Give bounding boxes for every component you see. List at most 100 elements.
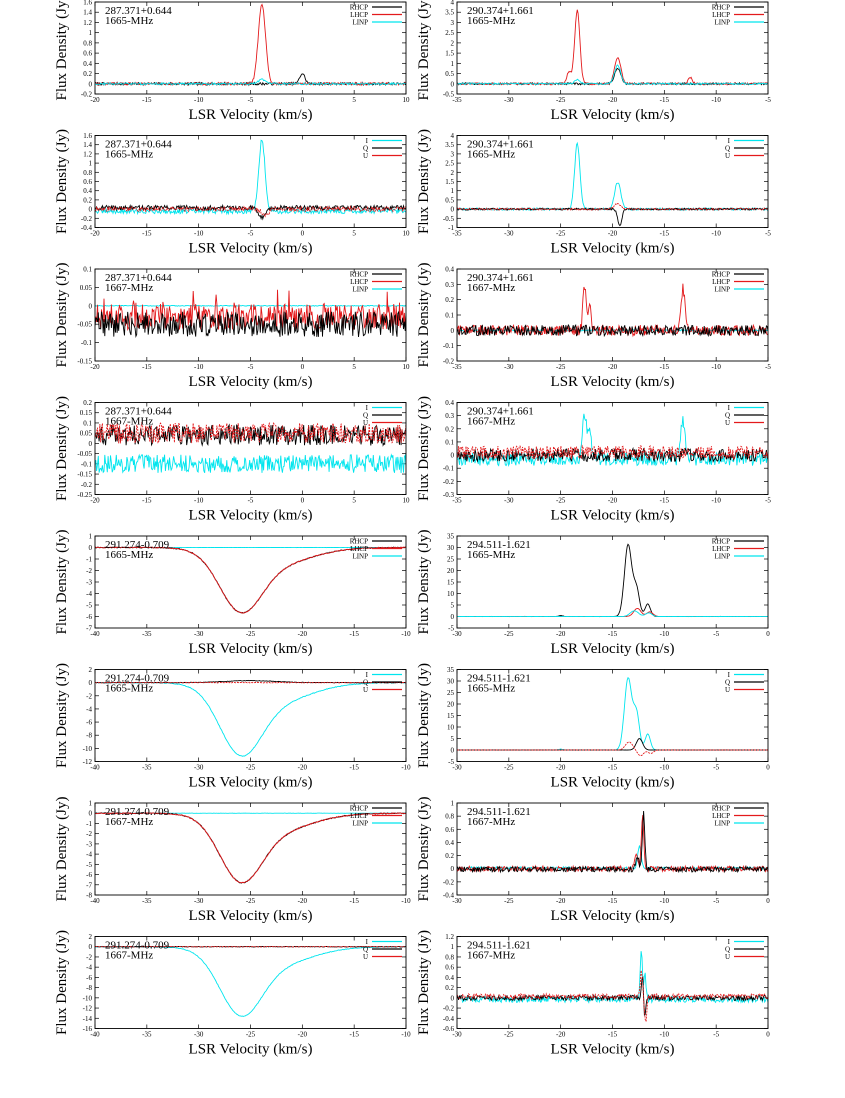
x-tick-label: 0 (766, 764, 770, 772)
legend-label: LINP (352, 286, 368, 294)
x-axis-label: LSR Velocity (km/s) (551, 641, 675, 657)
y-tick-label: 0.8 (83, 169, 92, 177)
legend-label: U (725, 686, 730, 694)
spectrum-panel: Flux Density (Jy)LSR Velocity (km/s)-35-… (416, 396, 771, 524)
x-tick-label: -5 (248, 497, 254, 505)
x-tick-label: -25 (556, 363, 566, 371)
y-tick-label: 2.5 (445, 160, 454, 168)
y-tick-label: 0.6 (445, 964, 454, 972)
x-axis-label: LSR Velocity (km/s) (189, 908, 313, 924)
x-tick-label: -25 (504, 630, 514, 638)
y-tick-label: -5 (448, 758, 454, 766)
y-tick-label: -7 (86, 625, 92, 633)
y-tick-label: 0.2 (445, 852, 454, 860)
x-tick-label: -30 (194, 630, 204, 638)
x-tick-label: -20 (608, 497, 618, 505)
x-tick-label: -10 (401, 630, 411, 638)
frequency-label: 1667-MHz (105, 282, 153, 294)
spectrum-panel: Flux Density (Jy)LSR Velocity (km/s)-40-… (54, 529, 411, 657)
y-tick-label: 1 (89, 160, 93, 168)
x-axis-label: LSR Velocity (km/s) (551, 107, 675, 123)
legend-label: U (363, 419, 368, 427)
y-tick-label: 0 (89, 302, 93, 310)
trace-group (457, 951, 768, 1021)
y-tick-label: -1 (86, 556, 92, 564)
y-tick-label: 0.2 (83, 399, 92, 407)
y-axis-label: Flux Density (Jy) (54, 930, 70, 1035)
spectrum-panel: Flux Density (Jy)LSR Velocity (km/s)-35-… (416, 129, 771, 257)
y-tick-label: -6 (86, 719, 92, 727)
y-tick-label: -0.4 (81, 224, 93, 232)
spectrum-panel: Flux Density (Jy)LSR Velocity (km/s)-20-… (54, 262, 410, 390)
y-tick-label: 1 (89, 800, 93, 808)
y-tick-label: 1.4 (83, 141, 92, 149)
y-tick-label: 0 (89, 943, 93, 951)
spectrum-panel: Flux Density (Jy)LSR Velocity (km/s)-30-… (416, 930, 770, 1058)
y-tick-label: -0.2 (443, 478, 455, 486)
y-tick-label: 25 (447, 689, 455, 697)
y-tick-label: 0.5 (445, 70, 454, 78)
y-tick-label: 30 (447, 678, 455, 686)
spectrum-panel: Flux Density (Jy)LSR Velocity (km/s)-30-… (416, 796, 770, 924)
y-tick-label: 1 (89, 29, 93, 37)
y-tick-label: -0.25 (77, 491, 92, 499)
y-tick-label: 0.4 (445, 266, 454, 274)
y-tick-label: 0.4 (445, 399, 454, 407)
spectrum-panel: Flux Density (Jy)LSR Velocity (km/s)-40-… (54, 663, 411, 791)
frequency-label: 1667-MHz (105, 816, 153, 828)
spectrum-panel: Flux Density (Jy)LSR Velocity (km/s)-40-… (54, 930, 411, 1058)
x-tick-label: 5 (352, 230, 356, 238)
x-tick-label: -20 (298, 1031, 308, 1039)
x-tick-label: -20 (608, 96, 618, 104)
y-tick-label: -1 (448, 224, 454, 232)
spectrum-panel: Flux Density (Jy)LSR Velocity (km/s)-40-… (54, 796, 411, 924)
y-tick-label: -10 (83, 745, 93, 753)
spectrum-panel: Flux Density (Jy)LSR Velocity (km/s)-30-… (416, 529, 770, 657)
y-tick-label: -0.2 (81, 481, 93, 489)
x-tick-label: 10 (403, 497, 411, 505)
x-tick-label: -15 (608, 764, 618, 772)
y-tick-label: 0 (451, 994, 455, 1002)
trace-group (95, 423, 406, 473)
x-tick-label: -15 (142, 96, 152, 104)
y-tick-label: 0.1 (83, 266, 92, 274)
y-axis-label: Flux Density (Jy) (416, 930, 432, 1035)
x-tick-label: -5 (713, 764, 719, 772)
y-tick-label: 0.15 (80, 409, 93, 417)
y-tick-label: 0.1 (445, 438, 454, 446)
y-tick-label: 0 (89, 810, 93, 818)
frequency-label: 1667-MHz (105, 950, 153, 962)
x-axis-label: LSR Velocity (km/s) (551, 374, 675, 390)
x-tick-label: -5 (713, 630, 719, 638)
x-tick-label: -5 (713, 897, 719, 905)
y-tick-label: 0 (451, 747, 455, 755)
x-tick-label: -30 (504, 230, 514, 238)
x-tick-label: 0 (301, 96, 305, 104)
y-tick-label: -7 (86, 881, 92, 889)
x-axis-label: LSR Velocity (km/s) (189, 107, 313, 123)
frequency-label: 1665-MHz (467, 15, 515, 27)
x-tick-label: -15 (660, 497, 670, 505)
y-tick-label: 0.6 (83, 178, 92, 186)
y-tick-label: 4 (451, 0, 455, 7)
y-axis-label: Flux Density (Jy) (54, 262, 70, 367)
x-tick-label: -35 (142, 1031, 152, 1039)
x-tick-label: -10 (711, 497, 721, 505)
y-tick-label: 0.6 (83, 50, 92, 58)
y-tick-label: -0.05 (77, 321, 92, 329)
y-tick-label: 0.1 (83, 419, 92, 427)
y-tick-label: -8 (86, 984, 92, 992)
y-tick-label: 0 (451, 865, 455, 873)
y-tick-label: 0.6 (445, 826, 454, 834)
y-tick-label: 0.8 (83, 39, 92, 47)
series-line-q (457, 739, 768, 751)
x-tick-label: -30 (194, 897, 204, 905)
x-tick-label: -15 (349, 897, 359, 905)
legend-label: LINP (352, 19, 368, 27)
y-tick-label: 0 (89, 679, 93, 687)
x-tick-label: -10 (660, 764, 670, 772)
y-tick-label: -0.1 (443, 465, 455, 473)
x-tick-label: -15 (349, 764, 359, 772)
x-tick-label: -10 (401, 897, 411, 905)
y-tick-label: -0.1 (81, 460, 93, 468)
